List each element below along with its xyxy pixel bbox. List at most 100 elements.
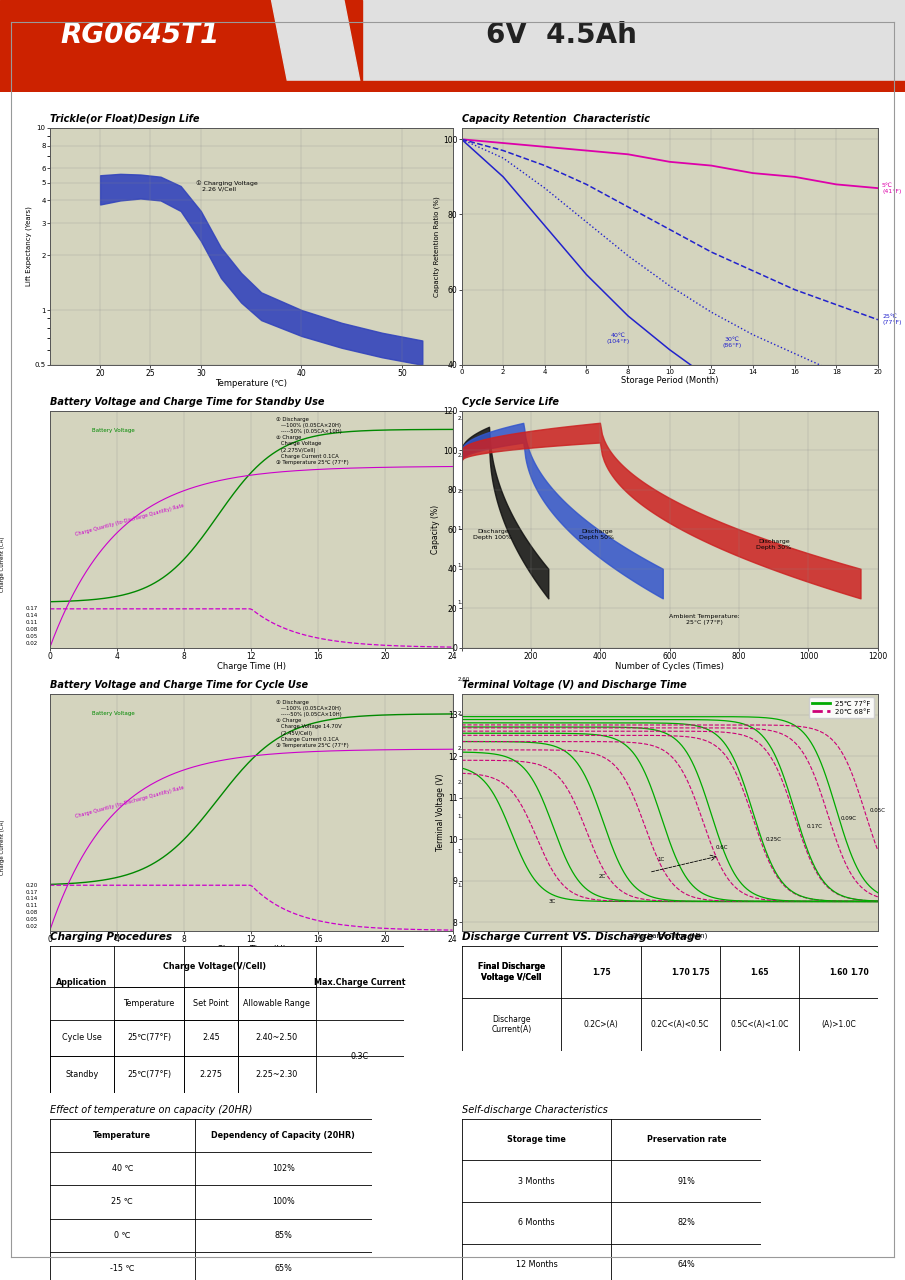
- Text: Temperature: Temperature: [123, 998, 175, 1007]
- Text: 1.70: 1.70: [850, 968, 869, 977]
- Text: 100%: 100%: [272, 1197, 295, 1207]
- Text: Discharge Current VS. Discharge Voltage: Discharge Current VS. Discharge Voltage: [462, 932, 701, 942]
- Text: Terminal Voltage (V) and Discharge Time: Terminal Voltage (V) and Discharge Time: [462, 680, 686, 690]
- Text: Discharge
Depth 30%: Discharge Depth 30%: [757, 539, 791, 550]
- Text: 2.00: 2.00: [458, 780, 470, 785]
- Text: 1.60: 1.60: [829, 968, 848, 977]
- Text: 1C: 1C: [657, 858, 664, 863]
- Text: 2.60: 2.60: [458, 677, 470, 682]
- Text: 2.00: 2.00: [458, 489, 470, 494]
- Text: ① Charging Voltage
   2.26 V/Cell: ① Charging Voltage 2.26 V/Cell: [195, 180, 258, 192]
- Text: 40 ℃: 40 ℃: [111, 1164, 133, 1174]
- Bar: [0, 81, 905, 92]
- Text: 0.09C: 0.09C: [841, 815, 856, 820]
- Y-axis label: Terminal Voltage (V): Terminal Voltage (V): [436, 773, 445, 851]
- Legend: 25℃ 77°F, 20℃ 68°F: 25℃ 77°F, 20℃ 68°F: [809, 698, 874, 718]
- X-axis label: Charge Time (H): Charge Time (H): [216, 945, 286, 954]
- Text: 2.40~2.50: 2.40~2.50: [255, 1033, 298, 1042]
- Text: Battery Voltage: Battery Voltage: [91, 428, 135, 433]
- Text: Effect of temperature on capacity (20HR): Effect of temperature on capacity (20HR): [50, 1105, 252, 1115]
- Text: 12 Months: 12 Months: [516, 1260, 557, 1268]
- Text: ① Discharge
   —100% (0.05CA×20H)
   -----50% (0.05CA×10H)
② Charge
   Charge Vo: ① Discharge —100% (0.05CA×20H) -----50% …: [276, 417, 349, 465]
- Text: 1.75: 1.75: [592, 968, 610, 977]
- Text: 0.17: 0.17: [25, 890, 38, 895]
- Text: 0.2C>(A): 0.2C>(A): [584, 1020, 618, 1029]
- Text: 0 ℃: 0 ℃: [114, 1230, 130, 1240]
- Text: Set Point: Set Point: [193, 998, 229, 1007]
- Text: Dependency of Capacity (20HR): Dependency of Capacity (20HR): [212, 1130, 356, 1140]
- Bar: [316, 1020, 405, 1093]
- Text: 0.08: 0.08: [25, 627, 38, 632]
- Text: 3 Months: 3 Months: [519, 1176, 555, 1185]
- Text: 0.5C<(A)<1.0C: 0.5C<(A)<1.0C: [730, 1020, 788, 1029]
- Text: Charge Quantity (to-Discharge Quantity) Rate: Charge Quantity (to-Discharge Quantity) …: [75, 786, 185, 819]
- Text: 30℃
(86°F): 30℃ (86°F): [722, 337, 742, 348]
- Y-axis label: Capacity (%): Capacity (%): [431, 504, 440, 554]
- Text: 0.02: 0.02: [25, 924, 38, 928]
- Text: Ambient Temperature:
25°C (77°F): Ambient Temperature: 25°C (77°F): [669, 614, 739, 625]
- Text: Charge Current (CA): Charge Current (CA): [0, 536, 5, 593]
- Text: 64%: 64%: [678, 1260, 695, 1268]
- Text: 2.25~2.30: 2.25~2.30: [255, 1070, 298, 1079]
- Text: 2.45: 2.45: [202, 1033, 220, 1042]
- Text: -15 ℃: -15 ℃: [110, 1263, 135, 1274]
- Text: 0.3C: 0.3C: [351, 1052, 369, 1061]
- X-axis label: Charge Time (H): Charge Time (H): [216, 662, 286, 671]
- Text: Cycle Use: Cycle Use: [62, 1033, 101, 1042]
- Text: Charge Voltage(V/Cell): Charge Voltage(V/Cell): [163, 963, 266, 972]
- Text: 5℃
(41°F): 5℃ (41°F): [882, 183, 901, 193]
- Y-axis label: Capacity Retention Ratio (%): Capacity Retention Ratio (%): [433, 196, 440, 297]
- Text: 0.05: 0.05: [25, 916, 38, 922]
- Text: 0.11: 0.11: [25, 620, 38, 625]
- Text: 0.05C: 0.05C: [870, 808, 885, 813]
- Text: Temperature: Temperature: [93, 1130, 151, 1140]
- Text: 0.17: 0.17: [25, 607, 38, 612]
- Text: Battery Voltage and Charge Time for Standby Use: Battery Voltage and Charge Time for Stan…: [50, 397, 324, 407]
- Text: Standby: Standby: [65, 1070, 99, 1079]
- Text: 2.20: 2.20: [458, 453, 470, 458]
- Text: 0.11: 0.11: [25, 904, 38, 908]
- Text: RG0645T1: RG0645T1: [61, 20, 220, 49]
- Text: 1.60: 1.60: [458, 849, 470, 854]
- Text: Application: Application: [56, 978, 108, 987]
- Text: 82%: 82%: [678, 1219, 695, 1228]
- Text: Charge Quantity (to-Discharge Quantity) Rate: Charge Quantity (to-Discharge Quantity) …: [75, 503, 185, 536]
- Y-axis label: Lift Expectancy (Years): Lift Expectancy (Years): [25, 206, 32, 287]
- X-axis label: Number of Cycles (Times): Number of Cycles (Times): [615, 662, 724, 671]
- Text: Discharge
Current(A): Discharge Current(A): [491, 1015, 531, 1034]
- Text: 2.275: 2.275: [199, 1070, 223, 1079]
- Text: 102%: 102%: [272, 1164, 295, 1174]
- Text: 1.75: 1.75: [691, 968, 710, 977]
- Bar: [0, 0, 362, 92]
- Text: 1.70: 1.70: [671, 968, 690, 977]
- Text: 1.60: 1.60: [458, 563, 470, 568]
- Text: 0.17C: 0.17C: [807, 824, 823, 829]
- Text: Charging Procedures: Charging Procedures: [50, 932, 172, 942]
- Bar: [113, 946, 316, 987]
- Text: 2.40: 2.40: [458, 712, 470, 717]
- Text: 2C: 2C: [599, 874, 606, 879]
- Text: 0.14: 0.14: [25, 613, 38, 618]
- Text: 1.40: 1.40: [458, 883, 470, 888]
- Text: Capacity Retention  Characteristic: Capacity Retention Characteristic: [462, 114, 650, 124]
- Bar: [50, 946, 113, 1020]
- Text: 2.20: 2.20: [458, 746, 470, 750]
- Bar: [316, 946, 405, 1020]
- Text: Charge Current (CA): Charge Current (CA): [0, 819, 5, 876]
- Text: 0.25C: 0.25C: [766, 837, 781, 842]
- Text: Storage time: Storage time: [507, 1135, 566, 1144]
- Text: 2.40: 2.40: [458, 416, 470, 421]
- Text: 40℃
(104°F): 40℃ (104°F): [606, 333, 629, 344]
- Text: Battery Voltage and Charge Time for Cycle Use: Battery Voltage and Charge Time for Cycl…: [50, 680, 308, 690]
- Text: 25℃(77°F): 25℃(77°F): [127, 1070, 171, 1079]
- Text: 3C: 3C: [549, 899, 557, 904]
- Text: 1.80: 1.80: [458, 526, 470, 531]
- Text: Max.Charge Current: Max.Charge Current: [314, 978, 405, 987]
- Text: 0.05: 0.05: [25, 634, 38, 639]
- Text: Final Discharge
Voltage V/Cell: Final Discharge Voltage V/Cell: [478, 963, 545, 982]
- Text: ① Discharge
   —100% (0.05CA×20H)
   -----50% (0.05CA×10H)
② Charge
   Charge Vo: ① Discharge —100% (0.05CA×20H) -----50% …: [276, 700, 349, 748]
- Text: 1.40: 1.40: [458, 600, 470, 605]
- Text: 1.80: 1.80: [458, 814, 470, 819]
- Text: 0.20: 0.20: [25, 883, 38, 888]
- Text: 91%: 91%: [678, 1176, 695, 1185]
